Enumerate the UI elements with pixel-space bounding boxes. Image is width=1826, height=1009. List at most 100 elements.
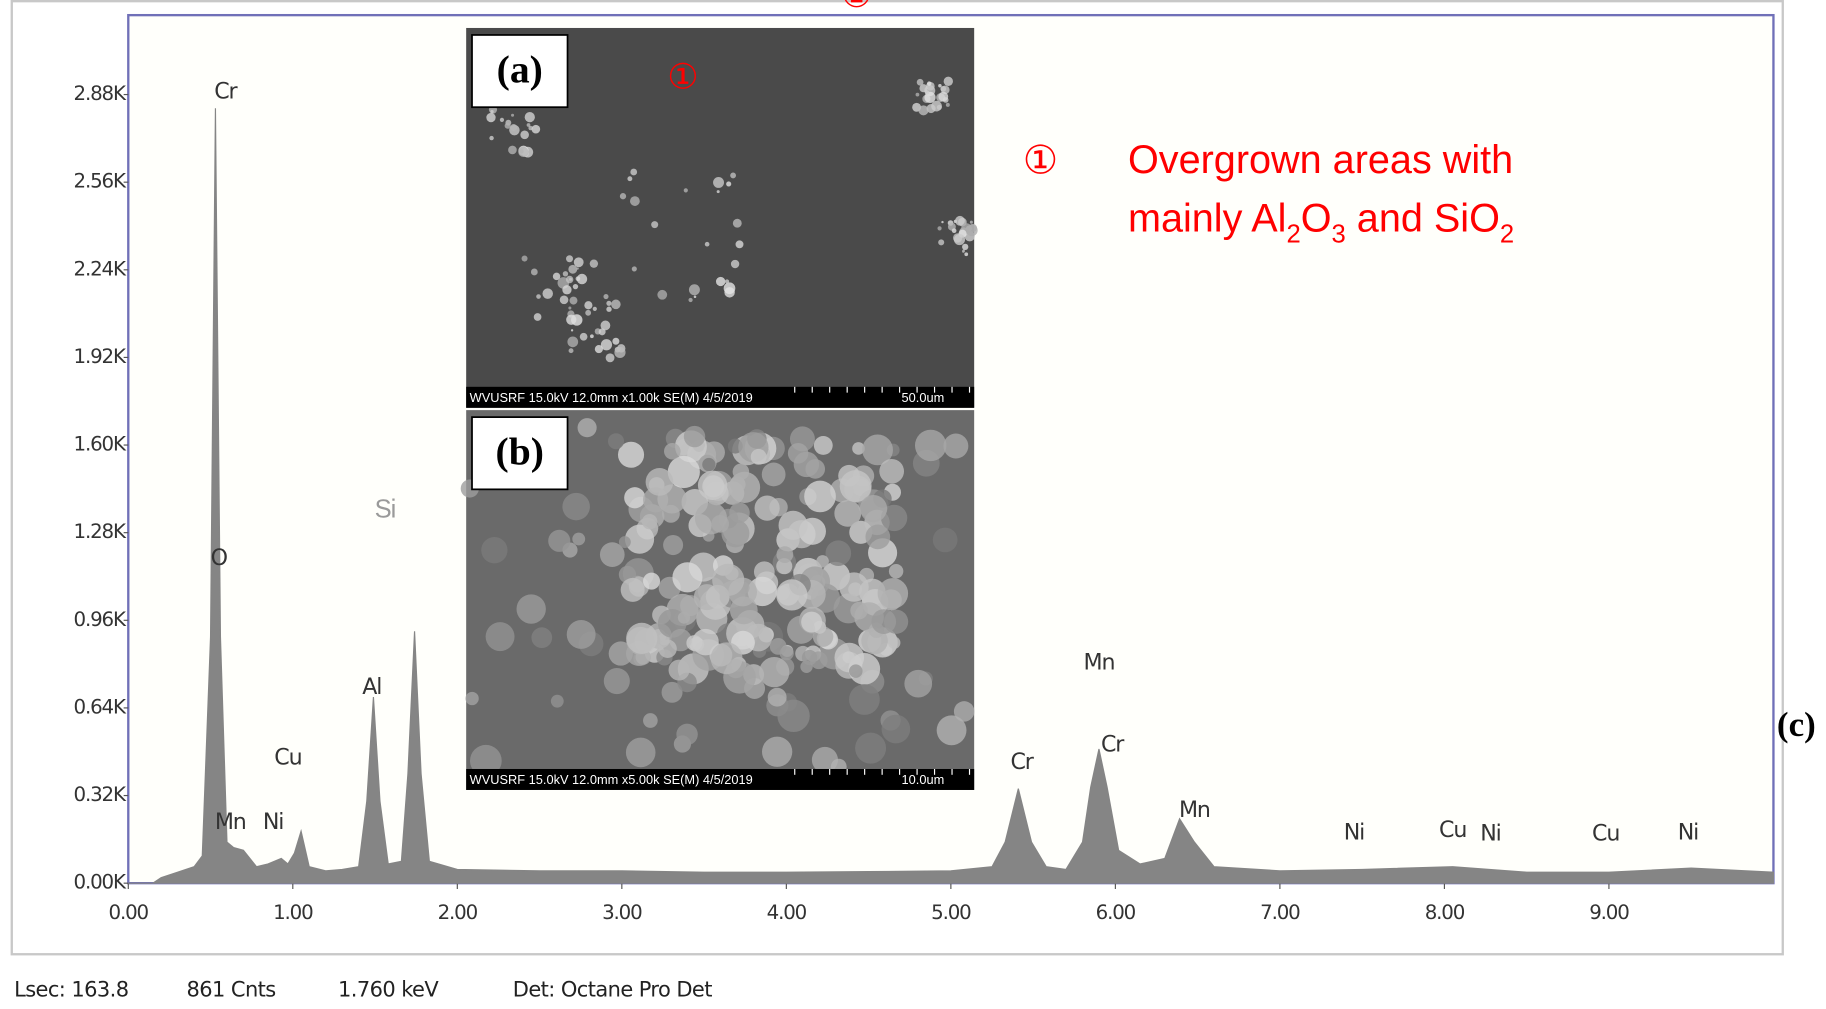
sem-texture (904, 670, 932, 698)
sem-texture (632, 266, 637, 271)
sem-texture (814, 436, 833, 455)
sem-texture (566, 255, 573, 262)
note-text: mainly Al (1128, 197, 1287, 241)
sem-texture (730, 173, 736, 179)
sem-texture (585, 310, 591, 316)
sem-texture (595, 345, 603, 353)
y-tick-label: 0.96K (74, 608, 127, 631)
sem-texture (726, 181, 731, 186)
sem-texture (662, 505, 680, 523)
sem-texture (938, 239, 944, 245)
sem-texture (657, 290, 667, 300)
sem-texture (865, 525, 890, 550)
sem-texture (614, 347, 625, 358)
sem-texture (563, 271, 568, 276)
peak-label: Cu (1439, 817, 1466, 843)
y-tick-label: 2.88K (74, 82, 127, 105)
sem-texture (531, 627, 552, 648)
sem-texture (736, 240, 744, 248)
x-tick-label: 8.00 (1425, 901, 1465, 924)
sem-texture (711, 642, 743, 674)
sem-texture (626, 623, 657, 654)
sem-texture (664, 443, 681, 460)
sem-texture (686, 635, 702, 651)
sem-texture (630, 196, 640, 206)
sem-texture (508, 146, 517, 155)
sem-texture (684, 426, 705, 447)
sem-texture (611, 300, 621, 310)
y-tick-label: 2.56K (74, 170, 127, 193)
peak-label: Mn (1084, 650, 1115, 676)
sem-texture (612, 338, 619, 345)
sem-texture (520, 130, 529, 139)
sem-texture (486, 622, 515, 651)
sem-texture (566, 276, 573, 283)
sem-texture (925, 90, 929, 94)
sem-texture (620, 193, 626, 199)
peak-label: Mn (1179, 797, 1210, 823)
sem-texture (882, 715, 911, 744)
sem-texture (717, 190, 720, 193)
sem-texture (711, 515, 729, 533)
status-item: Det: Octane Pro Det (513, 977, 712, 1001)
note-text: and SiO (1346, 197, 1500, 241)
sem-texture (580, 333, 588, 341)
y-tick-label: 1.92K (74, 345, 127, 368)
peak-label: O (211, 545, 228, 571)
sem-texture (879, 459, 904, 484)
sem-texture (938, 84, 941, 87)
sem-texture (688, 298, 692, 302)
sem-texture (694, 295, 697, 298)
sem-texture (933, 528, 958, 553)
sem-texture (525, 112, 535, 122)
x-tick-label: 3.00 (602, 901, 642, 924)
sem-texture (938, 92, 948, 102)
sem-texture (626, 738, 656, 768)
sem-texture (569, 348, 574, 353)
sem-texture (500, 118, 504, 122)
sem-texture (731, 260, 739, 268)
sem-texture (871, 609, 896, 634)
sem-texture (534, 313, 542, 321)
sem-texture (511, 114, 514, 117)
note-line: Overgrown areas with (1128, 139, 1513, 183)
sem-texture (917, 79, 924, 86)
sem-texture (490, 110, 493, 113)
sem-texture (762, 463, 786, 487)
sem-texture (860, 495, 887, 522)
sem-texture (946, 103, 950, 107)
status-item: Lsec: 163.8 (14, 977, 128, 1001)
note-text: 2 (1500, 220, 1514, 248)
sem-texture (776, 579, 807, 610)
sem-texture (729, 503, 750, 524)
sem-texture (838, 465, 860, 487)
sem-texture (678, 612, 690, 624)
sem-texture (606, 301, 611, 306)
y-tick-label: 2.24K (74, 257, 127, 280)
sem-texture (548, 530, 570, 552)
chart: 0.00K0.32K0.64K0.96K1.28K1.60K1.92K2.24K… (0, 0, 1826, 1009)
sem-texture (759, 657, 789, 687)
status-item: 861 Cnts (187, 977, 276, 1001)
sem-texture (702, 458, 715, 471)
note-text: O (1301, 197, 1332, 241)
peak-label: Cr (214, 78, 238, 104)
peak-label: Al (362, 674, 381, 700)
sem-texture (578, 418, 597, 437)
x-tick-label: 5.00 (931, 901, 971, 924)
sem-texture (593, 307, 597, 311)
sem-texture (567, 336, 578, 347)
sem-texture (571, 329, 573, 331)
peak-label: Si (375, 496, 395, 524)
sem-texture (916, 93, 920, 97)
sem-texture (562, 493, 589, 520)
sem-texture (944, 77, 953, 86)
sem-texture (825, 540, 851, 566)
sem-texture (669, 660, 690, 681)
note-text: Overgrown areas with (1128, 139, 1513, 183)
sem-texture (572, 533, 585, 546)
sem-texture (568, 307, 571, 310)
sem-texture (505, 123, 511, 129)
sem-texture (643, 713, 658, 728)
